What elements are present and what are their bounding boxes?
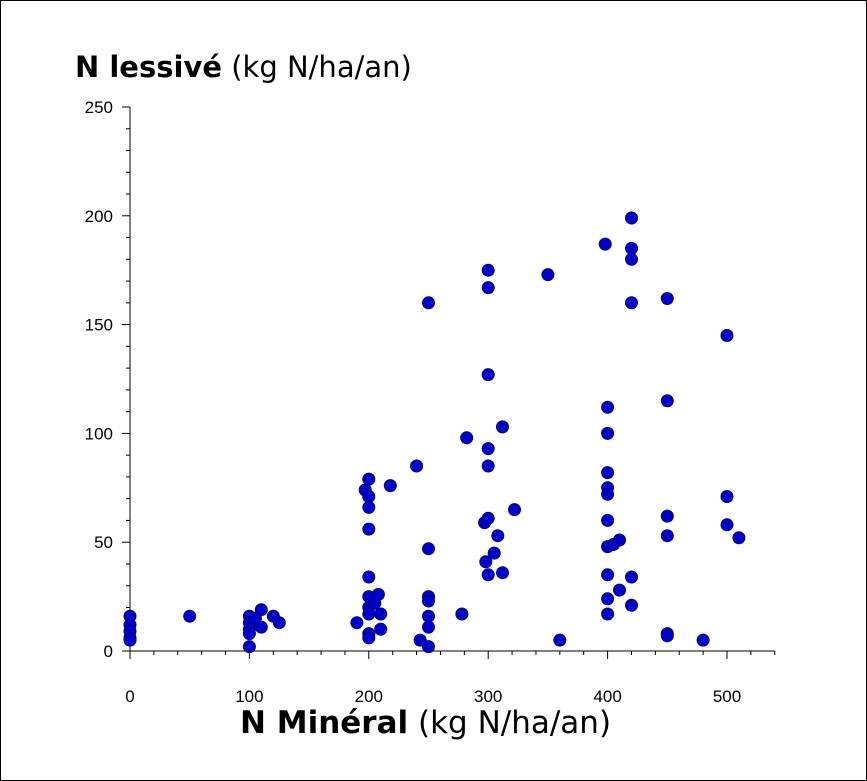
data-point [481,368,495,382]
x-tick-label: 400 [593,687,621,706]
y-tick-label: 100 [85,424,113,443]
data-point [362,570,376,584]
y-tick-label: 200 [85,207,113,226]
data-point [720,490,734,503]
data-point [481,568,495,582]
data-point [481,511,495,525]
data-point [410,459,424,473]
data-point [362,490,376,503]
data-point [660,292,674,305]
data-point [553,633,567,647]
data-point [660,629,674,643]
data-point [422,594,435,608]
data-point [601,426,615,440]
data-point [422,620,435,634]
data-point [460,431,474,445]
data-point [625,570,638,584]
data-point [613,533,626,547]
data-point [601,592,615,606]
x-axis-title: N Minéral (kg N/ha/an) [240,705,611,741]
data-point [371,587,385,601]
x-tick-label: 0 [125,687,134,706]
data-point [625,241,638,255]
data-point [481,442,495,456]
data-point [362,607,376,621]
data-point [696,633,710,647]
data-point [374,607,388,621]
ticks: 0 50 100 150 200 250 0 100 200 300 400 500 [85,98,776,706]
data-point [601,513,615,527]
data-point [601,487,615,501]
data-point [183,609,197,623]
data-point [541,268,555,282]
data-point [625,252,638,266]
y-tick-label: 0 [104,642,113,661]
data-point [362,631,376,645]
data-point [254,603,268,617]
data-point [350,616,364,630]
data-point [422,609,435,623]
data-point [601,568,615,582]
data-point [496,566,509,580]
data-point [362,500,376,514]
data-point [242,640,256,654]
data-point [422,296,435,310]
x-tick-label: 200 [355,687,383,706]
data-point [732,531,746,545]
data-point [123,633,137,647]
data-point [601,400,615,414]
data-point [272,616,286,630]
x-tick-label: 500 [713,687,741,706]
data-point [487,546,501,560]
data-point [362,472,376,486]
x-axis-title-unit: (kg N/ha/an) [418,705,612,741]
data-point [508,503,521,517]
y-tick-label: 250 [85,98,113,117]
data-point [625,598,638,612]
x-axis-title-main: N Minéral [240,705,409,741]
data-point [625,211,638,225]
data-point [254,620,268,634]
data-point [481,281,495,295]
data-point [422,542,435,556]
data-point [242,627,256,641]
data-point [481,263,495,277]
data-point [720,329,734,342]
data-point [660,394,674,408]
data-point [625,296,638,310]
y-axis-title-main: N lessivé [75,50,223,84]
data-point [601,607,615,621]
y-axis-title-unit: (kg N/ha/an) [231,50,412,84]
data-point [660,529,674,543]
y-tick-label: 50 [94,533,113,552]
data-point [496,420,509,434]
axes [129,107,775,652]
x-tick-label: 100 [235,687,263,706]
y-tick-label: 150 [85,316,113,335]
data-point [491,529,505,543]
data-point [479,555,493,569]
data-point [660,509,674,523]
y-axis-title: N lessivé (kg N/ha/an) [75,50,412,84]
data-point [362,522,376,536]
data-point [455,607,469,621]
data-point [383,479,397,493]
data-point [374,622,388,636]
data-point [613,583,626,597]
data-point [598,237,612,251]
x-tick-label: 300 [474,687,502,706]
data-point [422,640,435,654]
data-point [481,459,495,473]
data-point [720,518,734,532]
data-point [601,466,615,480]
data-points [123,211,746,654]
